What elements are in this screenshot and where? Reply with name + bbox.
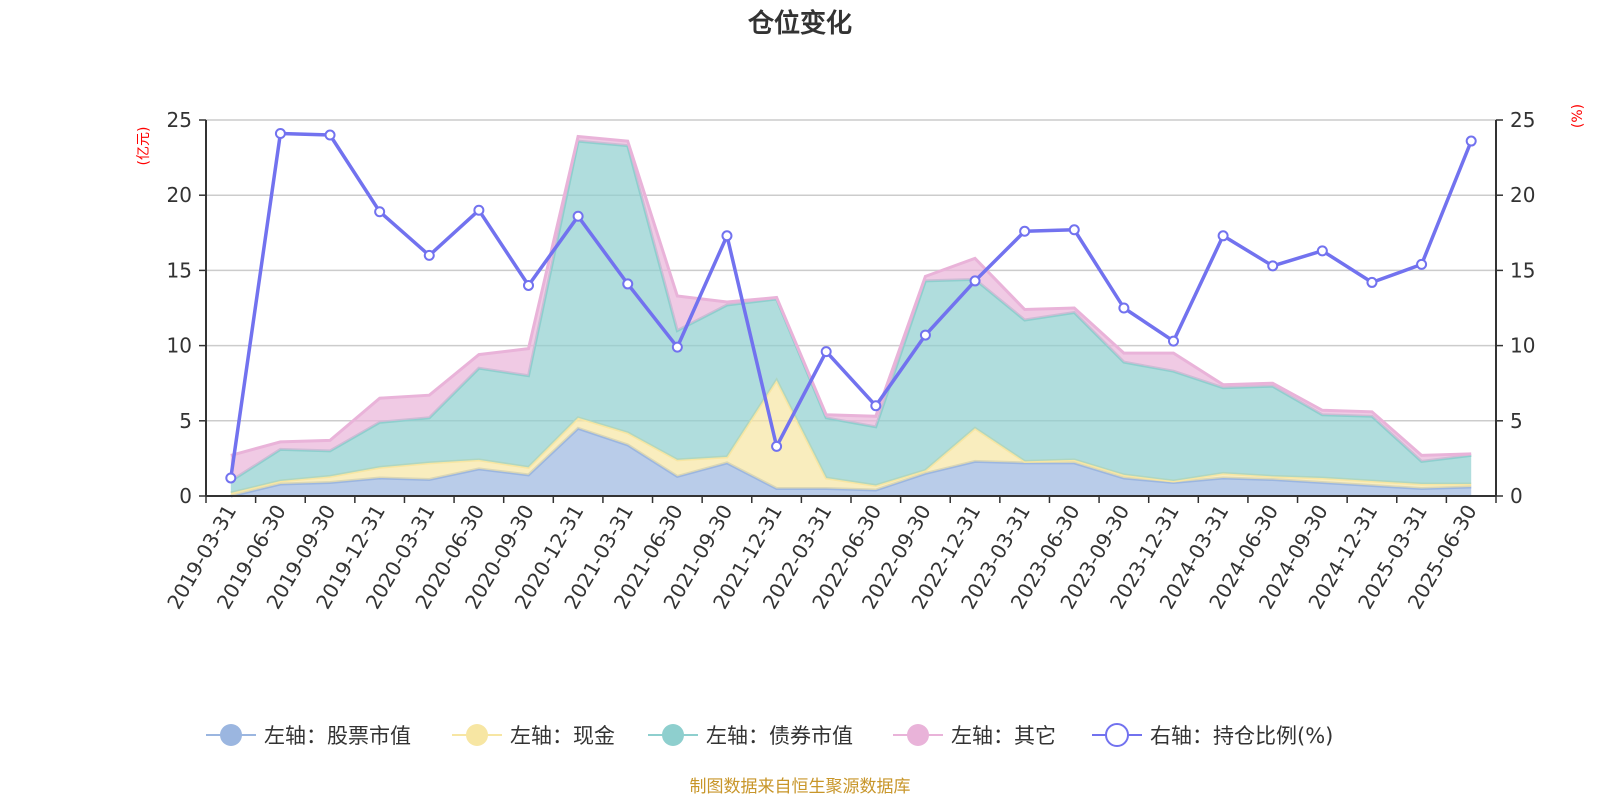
ratio-point: [274, 128, 286, 140]
ratio-point: [1168, 335, 1179, 347]
area-左轴：股票市值: [230, 428, 1472, 496]
legend-swatch: [907, 724, 929, 746]
ratio-point: [572, 210, 584, 222]
legend-swatch: [1105, 723, 1129, 747]
chart-title: 仓位变化: [747, 8, 852, 39]
ratio-point: [671, 341, 683, 353]
ratio-point: [870, 400, 882, 412]
ratio-point: [523, 279, 534, 291]
stacked-areas: [229, 134, 1472, 498]
gridlines: [206, 119, 1496, 422]
ratio-line-series: [225, 128, 1477, 484]
ratio-point: [1019, 225, 1031, 237]
right-axis-tick-label: 25: [1510, 108, 1535, 132]
right-axis-tick-label: 15: [1510, 258, 1535, 282]
ratio-point: [1416, 258, 1428, 270]
ratio-point: [423, 249, 435, 261]
right-axis-tick-label: 20: [1510, 183, 1535, 207]
ratio-point: [1068, 224, 1080, 236]
right-axis-unit: (%): [1570, 104, 1586, 128]
ratio-point: [225, 472, 237, 484]
right-axis-tick-label: 10: [1510, 334, 1535, 358]
ratio-line: [229, 131, 1473, 479]
legend-swatch: [662, 724, 684, 746]
area-edge-左轴：其它: [230, 134, 1472, 457]
ratio-point: [374, 206, 386, 218]
legend-swatch: [220, 724, 242, 746]
ratio-point: [1118, 302, 1130, 314]
ratio-point: [721, 230, 733, 242]
left-axis-tick-label: 25: [167, 108, 192, 132]
legend-label: 右轴：持仓比例(%): [1150, 724, 1333, 748]
left-axis-unit: (亿元): [136, 127, 152, 166]
ratio-point: [820, 346, 832, 358]
legend-label: 左轴：现金: [510, 724, 615, 748]
left-axis-tick-label: 0: [179, 484, 192, 508]
ratio-point: [1366, 276, 1378, 288]
ratio-point: [622, 278, 634, 290]
left-axis-tick-label: 15: [167, 258, 192, 282]
ratio-point: [324, 129, 336, 141]
ratio-point: [969, 275, 981, 287]
right-axis-tick-label: 0: [1510, 484, 1523, 508]
legend-swatch: [466, 724, 488, 746]
ratio-point: [1465, 135, 1477, 147]
ratio-point: [1267, 260, 1279, 272]
area-左轴：债券市值: [230, 141, 1472, 493]
legend: 左轴：股票市值 左轴：现金 左轴：债券市值 左轴：其它 右轴：持仓比例(%): [206, 723, 1333, 748]
legend-label: 左轴：股票市值: [264, 724, 411, 748]
left-axis-tick-label: 20: [167, 183, 192, 207]
legend-label: 左轴：其它: [951, 724, 1056, 748]
source-note: 制图数据来自恒生聚源数据库: [690, 777, 911, 797]
left-axis-tick-label: 10: [167, 334, 192, 358]
left-axis-tick-label: 5: [179, 409, 192, 433]
right-axis-tick-label: 5: [1510, 409, 1523, 433]
ratio-point: [1316, 245, 1328, 257]
ratio-point: [473, 204, 485, 216]
legend-label: 左轴：债券市值: [706, 724, 853, 748]
ratio-point: [1217, 230, 1229, 242]
ratio-point: [919, 329, 931, 341]
ratio-point: [771, 440, 783, 452]
